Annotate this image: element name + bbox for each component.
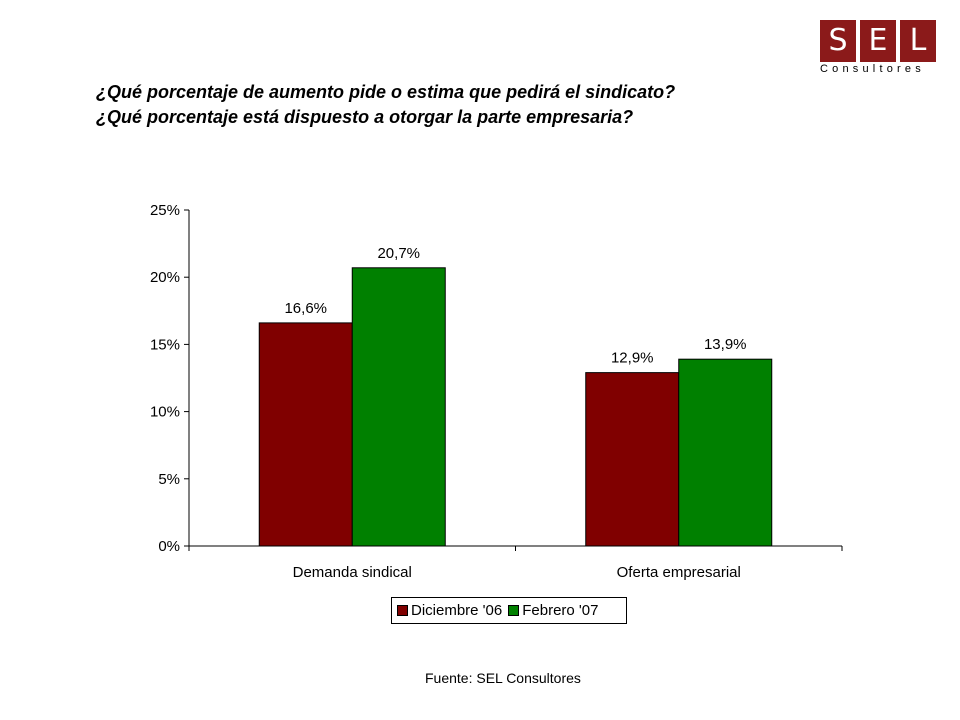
logo-letter: S: [820, 20, 856, 62]
y-tick-label: 15%: [150, 336, 180, 353]
data-label: 12,9%: [611, 350, 654, 367]
logo-subtitle: Consultores: [820, 63, 925, 75]
sel-logo: S E L Consultores: [820, 20, 936, 76]
title-line-1: ¿Qué porcentaje de aumento pide o estima…: [96, 82, 676, 102]
logo-letter: L: [900, 20, 936, 62]
data-label: 20,7%: [377, 245, 420, 262]
bar: [585, 372, 680, 547]
data-label: 13,9%: [704, 336, 747, 353]
legend-item-diciembre: Diciembre '06: [397, 602, 502, 619]
y-tick-label: 20%: [150, 269, 180, 286]
bar: [351, 267, 446, 547]
page-title: ¿Qué porcentaje de aumento pide o estima…: [96, 80, 816, 130]
data-label: 16,6%: [284, 300, 327, 317]
bar: [678, 358, 773, 547]
logo-letter: E: [860, 20, 896, 62]
y-tick-label: 10%: [150, 404, 180, 421]
legend-swatch: [397, 605, 408, 616]
legend-item-febrero: Febrero '07: [508, 602, 598, 619]
title-line-2: ¿Qué porcentaje está dispuesto a otorgar…: [96, 107, 634, 127]
source-note: Fuente: SEL Consultores: [425, 670, 581, 686]
x-tick-label: Oferta empresarial: [617, 564, 741, 581]
y-tick-label: 25%: [150, 202, 180, 219]
legend-swatch: [508, 605, 520, 616]
legend-label: Febrero '07: [522, 602, 599, 619]
legend-label: Diciembre '06: [411, 602, 503, 619]
y-tick-label: 0%: [158, 538, 180, 555]
y-tick-label: 5%: [158, 471, 180, 488]
bar: [258, 322, 353, 547]
x-tick-label: Demanda sindical: [293, 564, 412, 581]
chart-legend: Diciembre '06 Febrero '07: [391, 597, 627, 624]
